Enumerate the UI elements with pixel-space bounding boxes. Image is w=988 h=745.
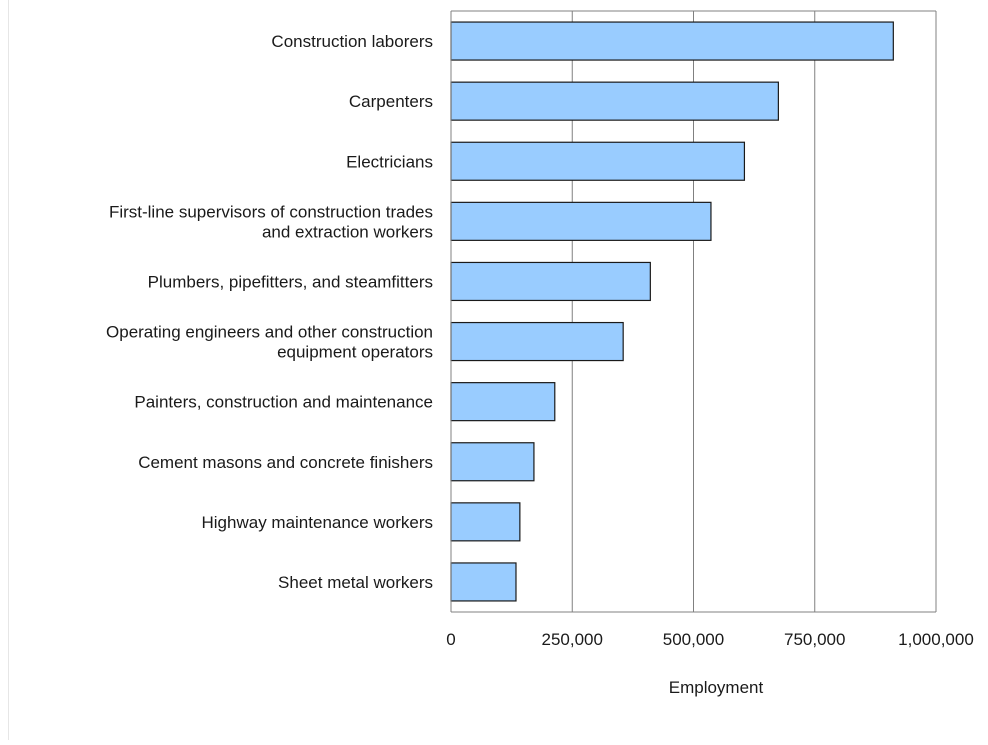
frame-edge (8, 0, 9, 740)
category-label: and extraction workers (262, 222, 433, 241)
x-tick-label: 0 (446, 630, 455, 649)
bars (450, 21, 894, 602)
x-tick-labels: 0 250,000 500,000 750,000 1,000,000 (446, 630, 974, 649)
x-tick-label: 250,000 (542, 630, 603, 649)
category-label: Sheet metal workers (278, 573, 433, 592)
category-label: Cement masons and concrete finishers (138, 453, 433, 472)
bar (450, 502, 521, 542)
axes (450, 10, 936, 613)
bar (450, 321, 624, 362)
category-label: Highway maintenance workers (202, 513, 434, 532)
x-tick-label: 500,000 (663, 630, 724, 649)
category-label: Painters, construction and maintenance (134, 393, 433, 412)
bar (450, 261, 651, 302)
category-label: Plumbers, pipefitters, and steamfitters (148, 272, 433, 291)
category-label: Carpenters (349, 92, 433, 111)
category-label: Construction laborers (271, 32, 433, 51)
bar (450, 141, 746, 181)
category-label: equipment operators (277, 343, 433, 362)
category-label: Operating engineers and other constructi… (106, 323, 433, 342)
bar (450, 81, 779, 121)
bar (450, 442, 535, 482)
x-tick-label: 1,000,000 (898, 630, 974, 649)
bar (450, 382, 556, 422)
bar (450, 562, 517, 602)
category-label: First-line supervisors of construction t… (109, 202, 433, 221)
x-tick-label: 750,000 (784, 630, 845, 649)
bar (450, 201, 712, 241)
category-labels: Construction laborers Carpenters Electrici… (106, 32, 433, 592)
category-label: Electricians (346, 152, 433, 171)
x-axis-title: Employment (669, 678, 764, 697)
bar (450, 21, 894, 61)
